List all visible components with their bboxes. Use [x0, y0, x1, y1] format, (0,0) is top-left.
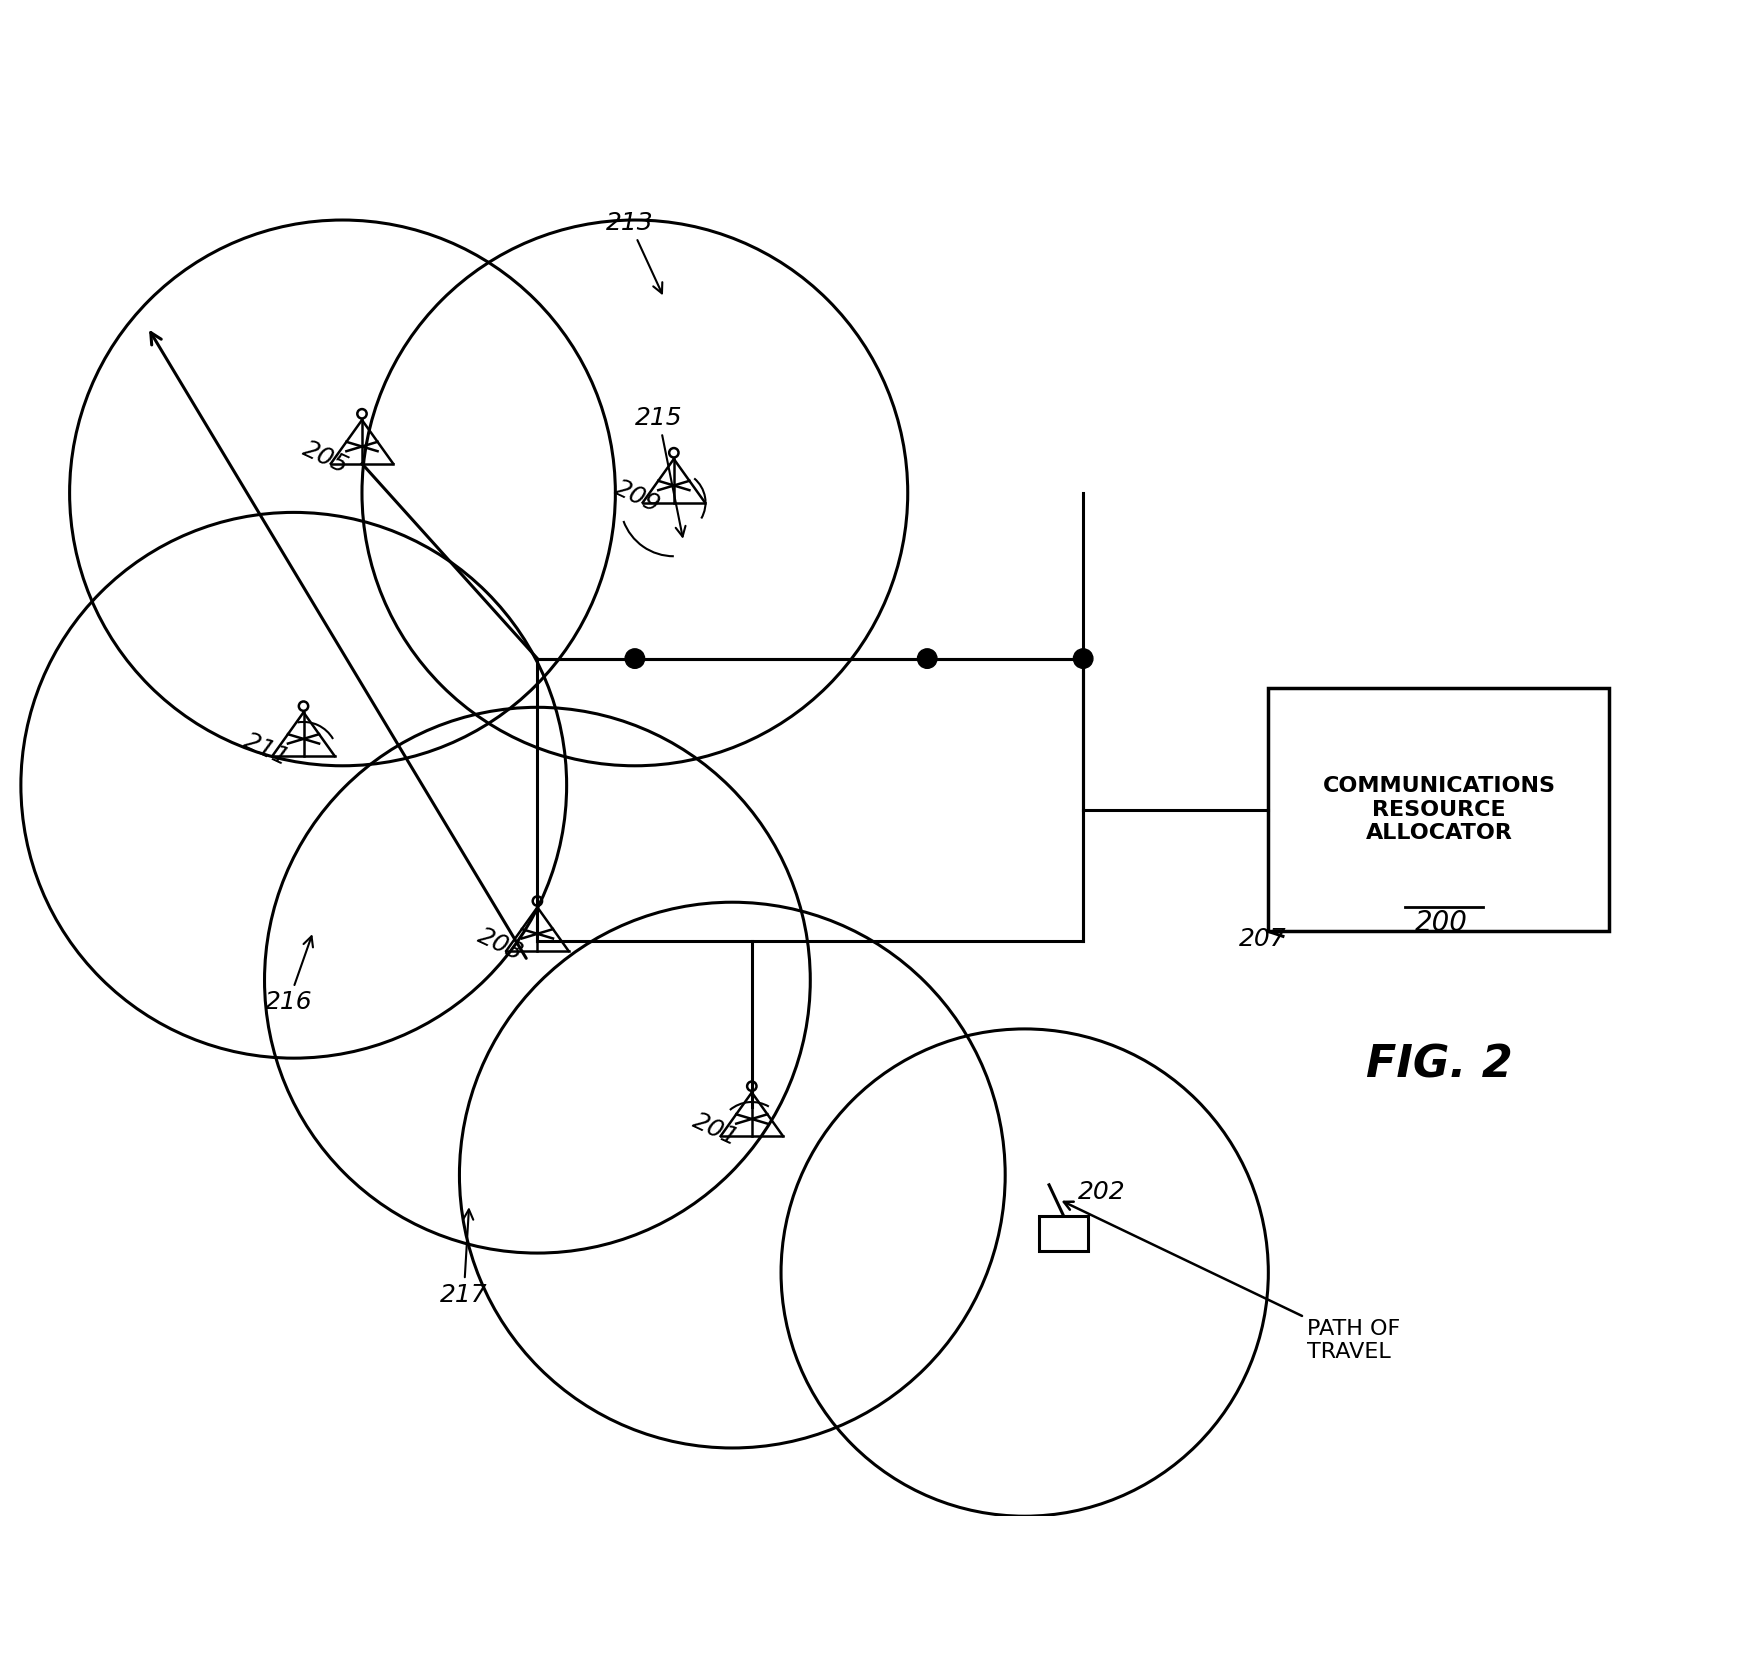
- Text: 203: 203: [474, 924, 527, 966]
- Text: 207: 207: [1239, 927, 1286, 951]
- Text: COMMUNICATIONS
RESOURCE
ALLOCATOR: COMMUNICATIONS RESOURCE ALLOCATOR: [1323, 776, 1555, 842]
- Text: 201: 201: [689, 1109, 741, 1151]
- Text: 217: 217: [439, 1209, 488, 1306]
- Circle shape: [917, 649, 936, 669]
- Text: 202: 202: [1079, 1181, 1126, 1204]
- Text: 200: 200: [1414, 909, 1467, 937]
- Bar: [538, 659, 1082, 941]
- Text: 211: 211: [241, 729, 293, 771]
- Circle shape: [625, 649, 645, 669]
- Bar: [1040, 1216, 1088, 1251]
- Circle shape: [1074, 649, 1093, 669]
- Text: 213: 213: [606, 210, 662, 294]
- Text: 205: 205: [299, 437, 351, 479]
- Text: FIG. 2: FIG. 2: [1365, 1044, 1513, 1086]
- Text: 215: 215: [634, 405, 685, 537]
- Text: PATH OF
TRAVEL: PATH OF TRAVEL: [1063, 1201, 1400, 1363]
- Text: 209: 209: [610, 475, 664, 517]
- Bar: [1269, 687, 1609, 931]
- Text: 216: 216: [265, 936, 313, 1014]
